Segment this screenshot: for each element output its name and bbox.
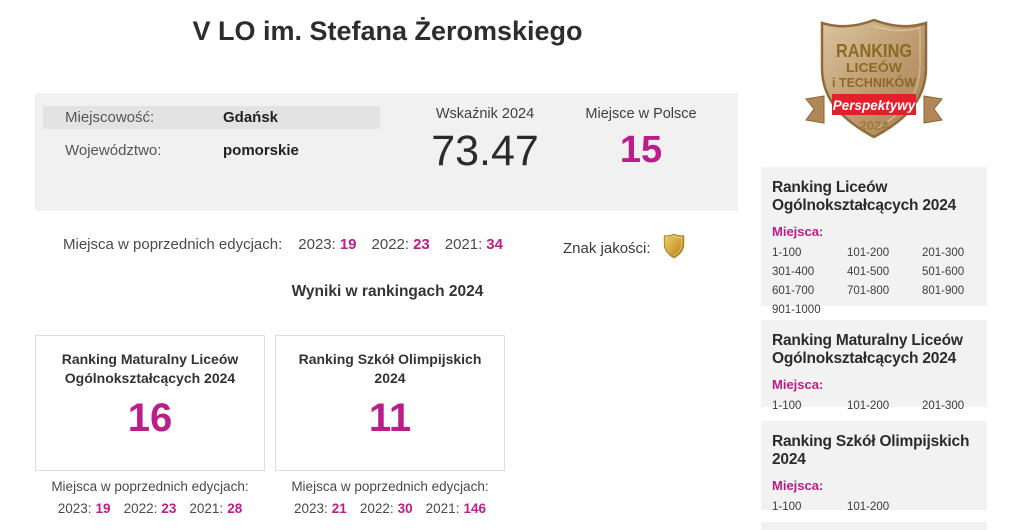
edition-year: 2021: [444, 236, 483, 253]
range-link[interactable]: 801-900 [922, 284, 965, 297]
badge-brand-ribbon [832, 94, 916, 115]
info-row-voivodeship: Województwo: pomorskie [43, 139, 380, 162]
place-label: Miejsce w Polsce [585, 106, 697, 122]
edition-entry: 2021: 146 [426, 499, 486, 519]
places-label: Miejsca: [772, 376, 824, 392]
range-link[interactable]: 101-200 [847, 399, 890, 412]
range-link[interactable]: 301-400 [772, 265, 815, 278]
edition-year: 2022: [123, 500, 158, 516]
range-links: 1-100 101-200 201-300 [772, 400, 976, 412]
voivodeship-label: Województwo: [65, 142, 162, 159]
sidebar-section-ranking-olimpijski: Ranking Szkół Olimpijskich 2024 Miejsca:… [761, 421, 987, 513]
edition-year: 2021: [189, 500, 224, 516]
range-link[interactable]: 901-1000 [772, 303, 821, 316]
edition-entry: 2022: 23 [372, 236, 430, 253]
sidebar-section-title: Ranking Maturalny Liceów Ogólnokształcąc… [772, 332, 963, 367]
ranking-card-title: Ranking Szkół Olimpijskich 2024 [298, 351, 482, 386]
info-row-city: Miejscowość: Gdańsk [43, 106, 380, 129]
sidebar-section-ranking-liceow: Ranking Liceów Ogólnokształcących 2024 M… [761, 167, 987, 316]
edition-place: 30 [397, 500, 413, 516]
range-links: 1-100 101-200 201-300 301-400 401-500 50… [772, 247, 976, 316]
badge-title-line2: LICEÓW [846, 60, 903, 75]
quality-mark-label: Znak jakości: [563, 239, 651, 257]
place-stat: Miejsce w Polsce 15 [566, 106, 716, 172]
voivodeship-value: pomorskie [223, 142, 299, 159]
range-link[interactable]: 1-100 [772, 500, 802, 513]
place-value: 15 [619, 129, 663, 171]
quality-mark: Znak jakości: [563, 233, 685, 263]
previous-editions-label: Miejsca w poprzednich edycjach: [291, 479, 489, 494]
badge-title-line3: i TECHNIKÓW [832, 75, 917, 90]
range-link[interactable]: 101-200 [847, 500, 890, 513]
range-link[interactable]: 1-100 [772, 399, 802, 412]
card-previous-editions: Miejsca w poprzednich edycjach: 2023: 21… [275, 477, 505, 518]
range-links: 1-100 101-200 [772, 501, 976, 513]
school-info-panel: Miejscowość: Gdańsk Województwo: pomorsk… [35, 93, 738, 211]
results-heading: Wyniki w rankingach 2024 [291, 283, 484, 300]
edition-entry: 2022: 30 [360, 499, 413, 519]
places-label: Miejsca: [772, 477, 824, 493]
indicator-value: 73.47 [431, 127, 539, 175]
previous-editions-label: Miejsca w poprzednich edycjach: [63, 236, 283, 253]
sidebar-section-title: Ranking Liceów Ogólnokształcących 2024 [772, 179, 957, 214]
previous-editions-entries: 2023: 19 2022: 23 2021: 34 [298, 236, 503, 253]
badge-year-label: 2024 [860, 118, 890, 133]
quality-shield-icon [663, 233, 685, 263]
sidebar-section-ranking-maturalny: Ranking Maturalny Liceów Ogólnokształcąc… [761, 320, 987, 412]
edition-entry: 2023: 19 [58, 499, 111, 519]
range-link[interactable]: 201-300 [922, 246, 965, 259]
ranking-card-maturalny: Ranking Maturalny Liceów Ogólnokształcąc… [35, 335, 265, 471]
edition-year: 2022: [371, 236, 410, 253]
sidebar-section-partial [761, 522, 987, 530]
range-link[interactable]: 701-800 [847, 284, 890, 297]
ranking-card-olimpijski: Ranking Szkół Olimpijskich 2024 11 [275, 335, 505, 471]
edition-year: 2021: [425, 500, 460, 516]
previous-editions: Miejsca w poprzednich edycjach: 2023: 19… [63, 236, 503, 253]
edition-place: 23 [413, 236, 430, 253]
previous-editions-entries: 2023: 19 2022: 23 2021: 28 [35, 499, 265, 519]
places-label: Miejsca: [772, 223, 824, 239]
edition-place: 146 [463, 500, 486, 516]
ranking-card-title: Ranking Maturalny Liceów Ogólnokształcąc… [61, 351, 239, 386]
edition-place: 23 [161, 500, 177, 516]
edition-place: 28 [227, 500, 243, 516]
range-link[interactable]: 601-700 [772, 284, 815, 297]
edition-place: 19 [339, 236, 357, 253]
perspektywy-ranking-badge-icon: RANKING LICEÓW i TECHNIKÓW Perspektywy 2… [802, 10, 946, 148]
city-value: Gdańsk [223, 109, 279, 126]
edition-entry: 2021: 34 [445, 236, 503, 253]
city-label: Miejscowość: [65, 109, 155, 126]
edition-year: 2023: [57, 500, 92, 516]
range-link[interactable]: 201-300 [922, 399, 965, 412]
edition-entry: 2022: 23 [124, 499, 177, 519]
indicator-stat: Wskaźnik 2024 73.47 [395, 106, 575, 176]
badge-title-line1: RANKING [836, 41, 912, 61]
edition-entry: 2021: 28 [189, 499, 242, 519]
edition-year: 2023: [294, 500, 328, 516]
sidebar-section-title: Ranking Szkół Olimpijskich 2024 [772, 433, 970, 468]
range-link[interactable]: 101-200 [847, 246, 890, 259]
indicator-label: Wskaźnik 2024 [435, 106, 535, 122]
edition-year: 2022: [359, 500, 394, 516]
previous-editions-label: Miejsca w poprzednich edycjach: [51, 479, 249, 494]
edition-entry: 2023: 21 [294, 499, 347, 519]
range-link[interactable]: 501-600 [922, 265, 965, 278]
range-link[interactable]: 401-500 [847, 265, 890, 278]
edition-year: 2023: [298, 236, 336, 253]
edition-place: 34 [486, 236, 503, 253]
ranking-card-place: 16 [127, 395, 173, 440]
edition-place: 21 [331, 500, 347, 516]
range-link[interactable]: 1-100 [772, 246, 802, 259]
edition-place: 19 [95, 500, 111, 516]
previous-editions-entries: 2023: 21 2022: 30 2021: 146 [275, 499, 505, 519]
edition-entry: 2023: 19 [298, 236, 356, 253]
ranking-card-place: 11 [368, 395, 412, 440]
card-previous-editions: Miejsca w poprzednich edycjach: 2023: 19… [35, 477, 265, 518]
page-title: V LO im. Stefana Żeromskiego [192, 16, 583, 46]
badge-brand-label: Perspektywy [833, 98, 917, 113]
